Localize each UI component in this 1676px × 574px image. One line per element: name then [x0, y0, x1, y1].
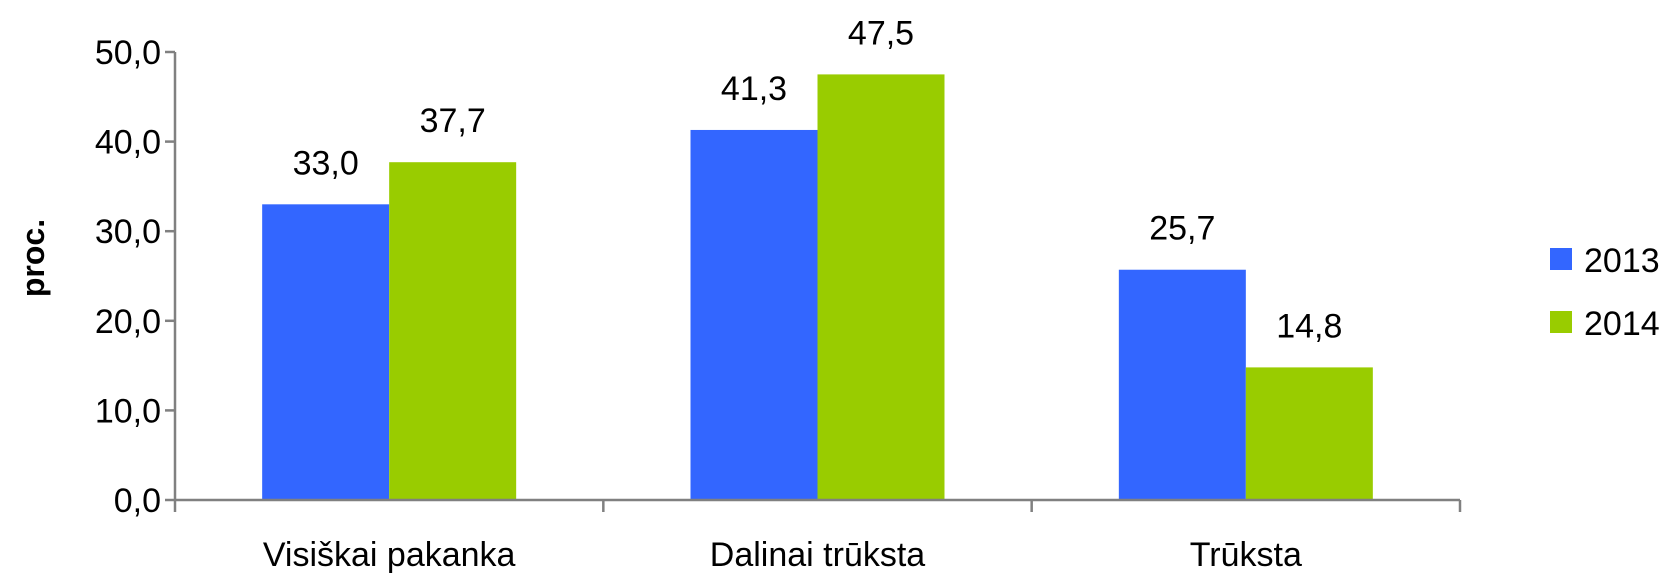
legend-label-2013: 2013: [1584, 242, 1660, 280]
x-axis-ticks: [173, 500, 1462, 512]
x-category-label: Visiškai pakanka: [263, 536, 516, 574]
x-category-label: Trūksta: [1190, 536, 1302, 574]
bar-2013: [1118, 269, 1246, 500]
data-label-2013: 33,0: [293, 144, 359, 182]
legend-swatch-2013: [1550, 248, 1572, 270]
bar-2014: [389, 162, 517, 500]
category-labels: Visiškai pakanka Dalinai trūksta Trūksta: [263, 536, 1302, 574]
x-category-label: Dalinai trūksta: [710, 536, 926, 574]
y-tick-label: 0,0: [114, 482, 161, 520]
y-tick-label: 30,0: [95, 213, 161, 251]
y-tick-label: 20,0: [95, 303, 161, 341]
data-labels: 33,0 37,7 41,3 47,5 25,7 14,8: [293, 14, 1343, 345]
data-label-2013: 25,7: [1149, 210, 1215, 248]
legend: 2013 2014: [1550, 242, 1660, 343]
data-label-2013: 41,3: [721, 70, 787, 108]
bar-2014: [1245, 367, 1373, 500]
y-tick-label: 40,0: [95, 124, 161, 162]
data-label-2014: 14,8: [1276, 307, 1342, 345]
data-label-2014: 47,5: [848, 14, 914, 52]
y-tick-label: 10,0: [95, 392, 161, 430]
data-label-2014: 37,7: [420, 102, 486, 140]
y-axis-title: proc.: [15, 219, 51, 297]
y-tick-label: 50,0: [95, 34, 161, 72]
y-axis-ticks: 0,0 10,0 20,0 30,0 40,0 50,0: [95, 34, 175, 520]
legend-swatch-2014: [1550, 311, 1572, 333]
bar-2013: [262, 204, 390, 500]
legend-label-2014: 2014: [1584, 305, 1660, 343]
bars: [262, 74, 1373, 501]
bar-2013: [690, 129, 818, 500]
bar-2014: [817, 74, 945, 501]
